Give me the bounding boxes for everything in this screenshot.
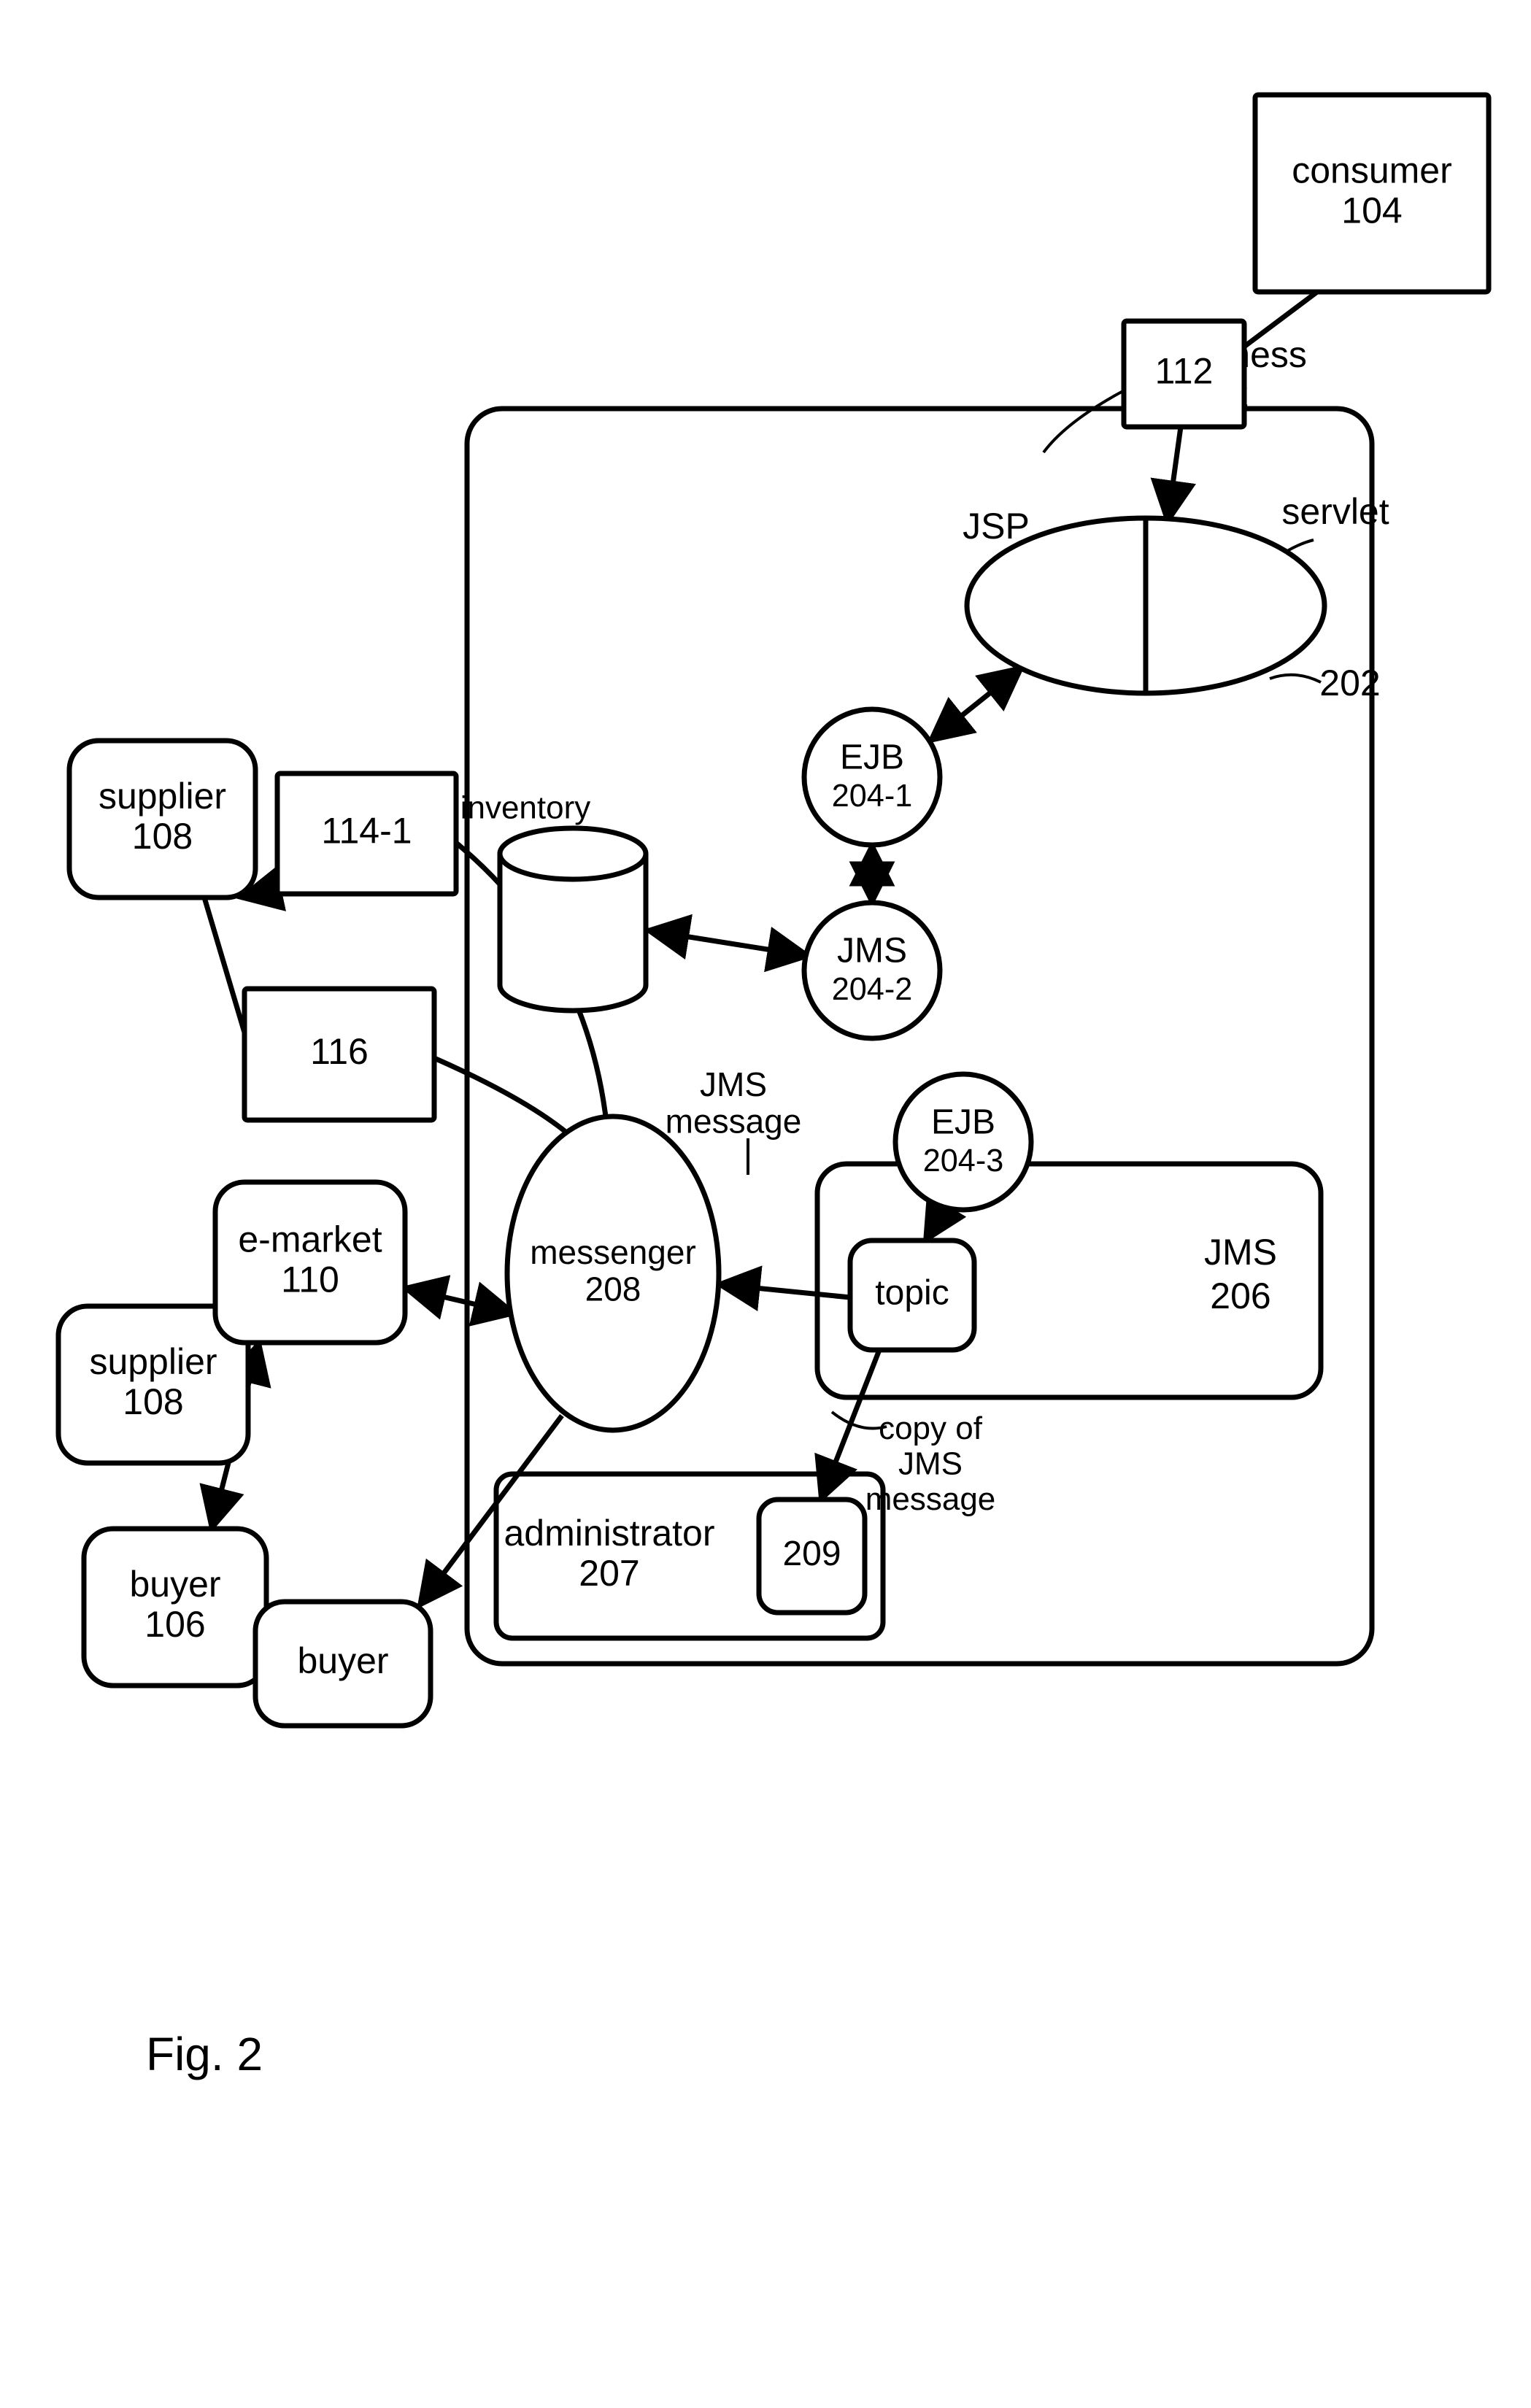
- node-supplier1: supplier108: [69, 741, 255, 898]
- edge-n116-supplier1: [204, 898, 244, 1033]
- edge-servlet-ejb1: [930, 668, 1022, 741]
- label: 114-1: [321, 811, 412, 852]
- edge-topic-messenger: [719, 1284, 850, 1297]
- label: EJB: [931, 1103, 995, 1142]
- label: 204-1: [832, 779, 912, 814]
- label: 204-2: [832, 972, 912, 1007]
- node-buyer2: buyer: [255, 1602, 431, 1726]
- label: JMS: [837, 932, 907, 970]
- label: 202: [1319, 663, 1380, 703]
- label: EJB: [840, 738, 904, 777]
- label: consumer: [1292, 150, 1452, 191]
- edge-messenger-buyer2: [420, 1416, 562, 1605]
- label: supplier: [89, 1341, 217, 1382]
- edge-ejb3-topic: [925, 1208, 945, 1240]
- label: buyer: [129, 1564, 220, 1605]
- node-topic: topic: [850, 1240, 974, 1350]
- container-ref-admin: 207: [579, 1553, 639, 1594]
- container-ref-jms206: 206: [1210, 1276, 1270, 1316]
- label: supplier: [99, 776, 226, 817]
- node-ejb1: EJB204-1: [804, 709, 940, 845]
- edges-layer: [201, 292, 1321, 1605]
- node-n112: 112: [1124, 321, 1244, 427]
- label: 112: [1155, 351, 1214, 392]
- label: 108: [132, 816, 193, 857]
- container-label-jms206: JMS: [1204, 1232, 1277, 1273]
- node-consumer: consumer104: [1255, 95, 1489, 292]
- edge-messenger-emarket: [405, 1288, 514, 1313]
- node-inventory: [500, 828, 646, 1011]
- label: buyer: [297, 1640, 388, 1681]
- label: 110: [281, 1259, 339, 1300]
- edge-jms2-inventory: [648, 930, 809, 956]
- node-n1141: 114-1: [277, 773, 456, 894]
- node-n209: 209: [759, 1500, 865, 1613]
- node-emarket: e-market110: [215, 1182, 405, 1343]
- edge-n112-servlet: [1168, 427, 1181, 522]
- figure-caption: Fig. 2: [146, 2028, 263, 2080]
- label: 116: [310, 1031, 369, 1072]
- node-jms2: JMS204-2: [804, 903, 940, 1038]
- label: 104: [1341, 190, 1402, 231]
- container-label-admin: administrator: [504, 1513, 715, 1554]
- label: 209: [782, 1535, 841, 1573]
- label: messenger: [530, 1233, 696, 1271]
- label: topic: [875, 1274, 949, 1313]
- label: e-market: [238, 1219, 382, 1260]
- edge-servlet_ref-servlet: [1270, 675, 1321, 682]
- label: 204-3: [923, 1143, 1003, 1178]
- node-buyer1: buyer106: [84, 1529, 266, 1686]
- label: inventory: [460, 790, 591, 826]
- label: 108: [123, 1381, 183, 1422]
- label: servlet: [1281, 491, 1389, 532]
- diagram-canvas: e-business102JMS206administrator207 cons…: [0, 0, 1531, 2408]
- label: 208: [585, 1270, 641, 1308]
- annotation-jms_message: JMSmessage: [666, 1065, 802, 1141]
- node-messenger: messenger208: [507, 1116, 719, 1430]
- label: JSP: [963, 506, 1030, 547]
- edge-n116-messenger: [434, 1058, 569, 1135]
- label: 106: [144, 1604, 205, 1645]
- node-n116: 116: [244, 989, 434, 1120]
- node-ejb3: EJB204-3: [895, 1074, 1031, 1210]
